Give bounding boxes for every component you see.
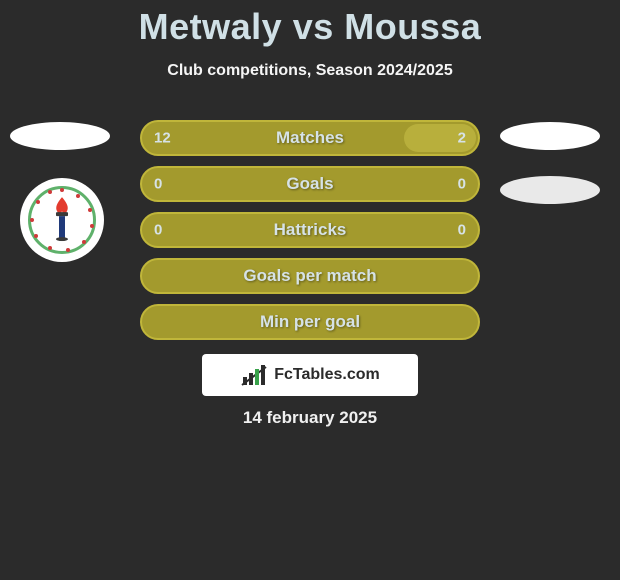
fctables-label: FcTables.com xyxy=(274,366,380,384)
stat-row: 0 Hattricks 0 xyxy=(0,212,620,248)
stat-row: 0 Goals 0 xyxy=(0,166,620,202)
stat-right-value: 2 xyxy=(458,130,466,147)
stat-label: Goals per match xyxy=(142,266,478,286)
report-date: 14 february 2025 xyxy=(0,408,620,428)
stat-row: 12 Matches 2 xyxy=(0,120,620,156)
stat-bar-goals: 0 Goals 0 xyxy=(140,166,480,202)
stat-label: Hattricks xyxy=(142,220,478,240)
player1-name: Metwaly xyxy=(139,6,283,47)
stat-bar-matches: 12 Matches 2 xyxy=(140,120,480,156)
bar-chart-icon xyxy=(240,363,268,387)
fctables-watermark: FcTables.com xyxy=(202,354,418,396)
stat-bar-hattricks: 0 Hattricks 0 xyxy=(140,212,480,248)
stat-bars: 12 Matches 2 0 Goals 0 0 Hattricks 0 Goa… xyxy=(0,120,620,350)
vs-text: vs xyxy=(293,6,334,47)
page-title: Metwaly vs Moussa xyxy=(0,0,620,48)
stat-right-value: 0 xyxy=(458,176,466,193)
subtitle: Club competitions, Season 2024/2025 xyxy=(0,62,620,80)
stat-right-value: 0 xyxy=(458,222,466,239)
stat-bar-min-per-goal: Min per goal xyxy=(140,304,480,340)
stat-label: Goals xyxy=(142,174,478,194)
stat-row: Goals per match xyxy=(0,258,620,294)
stat-bar-goals-per-match: Goals per match xyxy=(140,258,480,294)
stat-row: Min per goal xyxy=(0,304,620,340)
stat-label: Min per goal xyxy=(142,312,478,332)
stat-label: Matches xyxy=(142,128,478,148)
player2-name: Moussa xyxy=(344,6,481,47)
